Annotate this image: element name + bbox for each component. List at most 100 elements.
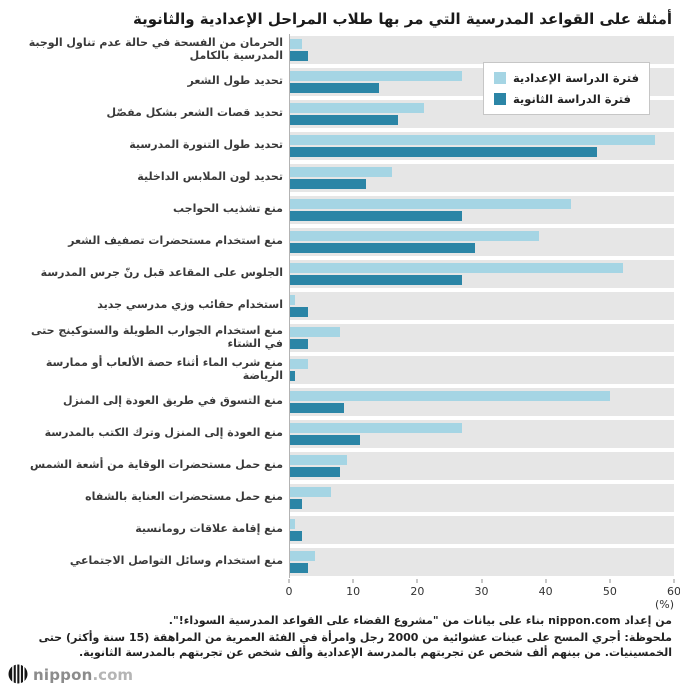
row-plot-area (289, 354, 674, 386)
legend-swatch (493, 71, 506, 84)
bar-high-school (289, 210, 463, 221)
bar-middle-school (289, 102, 424, 113)
row-plot-area (289, 226, 674, 258)
row-band (289, 291, 674, 320)
x-tick-mark (352, 578, 354, 583)
category-label: تحديد قصات الشعر بشكل مفصّل (106, 106, 283, 120)
bar-chart: الحرمان من الفسحة في حالة عدم تناول الوج… (8, 33, 680, 612)
bar-high-school (289, 434, 360, 445)
category-label: تحديد طول التنورة المدرسية (129, 138, 283, 152)
row-plot-area (289, 130, 674, 162)
category-label: منع التسوق في طريق العودة إلى المنزل (62, 394, 283, 408)
category-label: منع العودة إلى المنزل وترك الكتب بالمدرس… (44, 426, 283, 440)
y-axis-line (289, 33, 290, 578)
bar-high-school (289, 530, 302, 541)
legend-swatch (493, 92, 506, 105)
legend-item-high-school: فترة الدراسة الثانوية (493, 91, 639, 106)
bar-middle-school (289, 230, 540, 241)
bar-high-school (289, 146, 597, 157)
row-band (289, 451, 674, 480)
bar-middle-school (289, 198, 572, 209)
bar-middle-school (289, 422, 463, 433)
category-label: تحديد لون الملابس الداخلية (137, 170, 283, 184)
row-band (289, 515, 674, 544)
legend-item-middle-school: فترة الدراسة الإعدادية (493, 71, 639, 85)
x-tick-mark (545, 578, 547, 583)
bar-middle-school (289, 550, 315, 561)
chart-row: منع التسوق في طريق العودة إلى المنزل (8, 386, 674, 418)
category-label: منع استخدام الجوارب الطويلة والستوكينج ح… (30, 323, 283, 350)
bar-middle-school (289, 486, 331, 497)
bar-high-school (289, 562, 309, 573)
legend-label: فترة الدراسة الثانوية (512, 91, 631, 106)
chart-row: منع إقامة علاقات رومانسية (8, 514, 674, 546)
bar-high-school (289, 82, 379, 93)
row-band (289, 483, 674, 512)
x-axis: (%) 0 10 20 30 40 50 60 (285, 578, 680, 612)
x-tick-mark (609, 578, 611, 583)
chart-row: منع استخدام وسائل التواصل الاجتماعي (8, 546, 674, 578)
x-tick-label: 30 (474, 584, 489, 598)
row-band (289, 355, 674, 384)
logo-name: nippon (33, 665, 93, 684)
row-band (289, 227, 674, 256)
row-band (289, 35, 674, 64)
row-band (289, 323, 674, 352)
category-label: منع استخدام وسائل التواصل الاجتماعي (69, 554, 283, 568)
bar-middle-school (289, 326, 341, 337)
row-plot-area (289, 418, 674, 450)
chart-row: منع استخدام مستحضرات تصفيف الشعر (8, 226, 674, 258)
bar-high-school (289, 370, 296, 381)
row-plot-area (289, 194, 674, 226)
category-label: منع استخدام مستحضرات تصفيف الشعر (68, 234, 283, 248)
x-tick-mark (288, 578, 290, 583)
bar-high-school (289, 306, 309, 317)
category-label: منع تشذيب الحواجب (173, 202, 283, 216)
chart-title: أمثلة على القواعد المدرسية التي مر بها ط… (132, 10, 672, 28)
category-label: استخدام حقائب وزي مدرسي جديد (97, 298, 283, 312)
row-band (289, 195, 674, 224)
chart-row: منع العودة إلى المنزل وترك الكتب بالمدرس… (8, 418, 674, 450)
footer: من إعداد nippon.com بناء على بيانات من "… (8, 614, 672, 661)
bar-high-school (289, 50, 309, 61)
chart-row: تحديد طول التنورة المدرسية (8, 130, 674, 162)
row-plot-area (289, 258, 674, 290)
source-credit: من إعداد nippon.com بناء على بيانات من "… (168, 613, 672, 627)
bar-middle-school (289, 294, 296, 305)
bar-middle-school (289, 390, 610, 401)
nippon-logo: nippon.com (8, 664, 133, 684)
bar-high-school (289, 178, 366, 189)
bar-high-school (289, 466, 341, 477)
bar-middle-school (289, 262, 623, 273)
x-tick-label: 0 (285, 584, 293, 598)
x-tick-label: 50 (602, 584, 617, 598)
row-plot-area (289, 546, 674, 578)
chart-row: استخدام حقائب وزي مدرسي جديد (8, 290, 674, 322)
row-band (289, 419, 674, 448)
x-tick-label: 10 (346, 584, 361, 598)
nippon-logo-text: nippon.com (33, 665, 133, 684)
bar-middle-school (289, 134, 655, 145)
bar-middle-school (289, 358, 309, 369)
bar-middle-school (289, 518, 296, 529)
bar-middle-school (289, 454, 347, 465)
bar-high-school (289, 498, 302, 509)
chart-row: منع حمل مستحضرات الوقاية من أشعة الشمس (8, 450, 674, 482)
chart-rows: الحرمان من الفسحة في حالة عدم تناول الوج… (8, 33, 674, 578)
bar-middle-school (289, 166, 392, 177)
row-band (289, 387, 674, 416)
chart-row: تحديد لون الملابس الداخلية (8, 162, 674, 194)
bar-middle-school (289, 38, 302, 49)
legend: فترة الدراسة الإعدادية فترة الدراسة الثان… (482, 61, 650, 115)
category-label: الحرمان من الفسحة في حالة عدم تناول الوج… (28, 35, 283, 62)
category-label: منع شرب الماء أثناء حصة الألعاب أو ممارس… (45, 355, 283, 382)
bar-high-school (289, 274, 463, 285)
row-plot-area (289, 322, 674, 354)
x-tick-mark (673, 578, 675, 583)
x-tick-mark (416, 578, 418, 583)
chart-row: الجلوس على المقاعد قبل رنّ جرس المدرسة (8, 258, 674, 290)
chart-row: منع تشذيب الحواجب (8, 194, 674, 226)
category-label: الجلوس على المقاعد قبل رنّ جرس المدرسة (40, 266, 283, 280)
chart-row: منع استخدام الجوارب الطويلة والستوكينج ح… (8, 322, 674, 354)
